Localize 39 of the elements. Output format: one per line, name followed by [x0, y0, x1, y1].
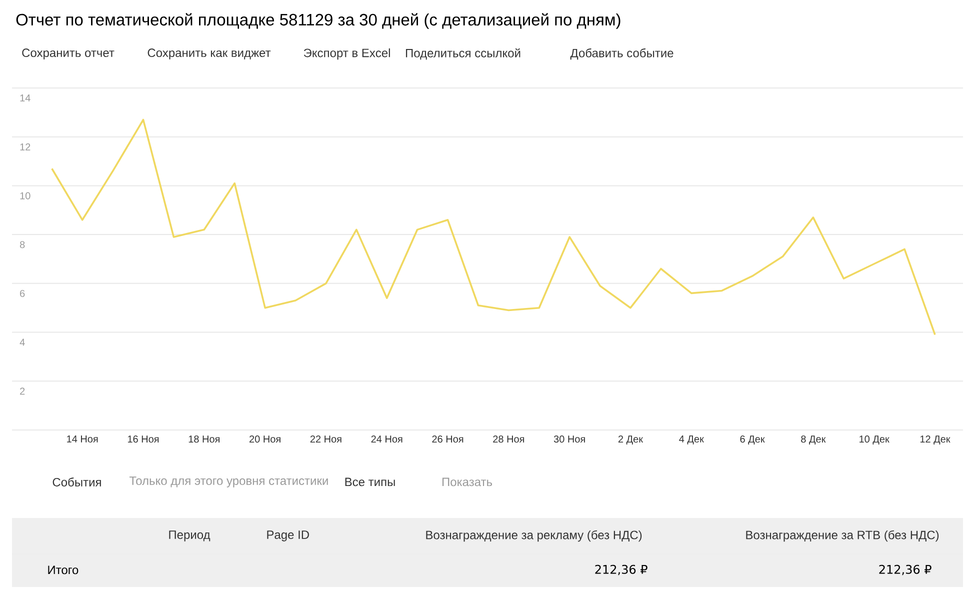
- text: Добавить событие: [570, 48, 674, 60]
- text: Page ID: [267, 530, 309, 542]
- x-tick-label: 24 Ноя: [371, 436, 402, 443]
- text: События: [52, 478, 101, 486]
- y-tick-label: 14: [20, 94, 30, 102]
- x-tick-label: 28 Ноя: [493, 436, 524, 443]
- x-tick-label: 4 Дек: [679, 436, 704, 444]
- y-tick-label: 2: [20, 388, 25, 395]
- text: Итого: [48, 566, 78, 574]
- x-tick-label: 26 Ноя: [432, 436, 464, 443]
- text: Сохранить отчет: [22, 48, 114, 60]
- x-tick-label: 18 Ноя: [188, 436, 220, 443]
- x-tick-label: 8 Дек: [801, 436, 826, 444]
- text: Только для этого уровня статистики: [129, 476, 328, 488]
- text: Показать: [442, 478, 492, 486]
- text: Вознаграждение за RTB (без НДС): [746, 530, 939, 542]
- text: Период: [169, 530, 210, 542]
- x-tick-label: 16 Ноя: [128, 436, 159, 443]
- y-tick-label: 4: [20, 338, 25, 346]
- x-tick-label: 30 Ноя: [554, 436, 585, 443]
- y-tick-label: 10: [20, 192, 30, 200]
- x-tick-label: 14 Ноя: [67, 436, 98, 442]
- x-tick-label: 12 Дек: [920, 436, 950, 444]
- chart-title: Отчет по тематической площадке 581129 за 30 дней (с детализацией по дням): [16, 13, 620, 29]
- x-tick-label: 2 Дек: [618, 436, 644, 444]
- text: Экспорт в Excel: [304, 48, 390, 60]
- text: 212,36 ₽: [595, 564, 648, 576]
- x-tick-label: 22 Ноя: [310, 436, 342, 443]
- text: Вознаграждение за рекламу (без НДС): [426, 530, 642, 542]
- x-tick-label: 20 Ноя: [250, 436, 280, 443]
- text: Сохранить как виджет: [148, 48, 271, 60]
- y-tick-label: 12: [20, 143, 30, 150]
- x-tick-label: 6 Дек: [740, 436, 765, 444]
- x-tick-label: 10 Дек: [860, 436, 890, 444]
- text: Все типы: [345, 478, 395, 486]
- text: 212,36 ₽: [879, 564, 932, 576]
- y-tick-label: 8: [20, 241, 25, 248]
- text: Поделиться ссылкой: [406, 48, 520, 60]
- y-tick-label: 6: [20, 290, 25, 298]
